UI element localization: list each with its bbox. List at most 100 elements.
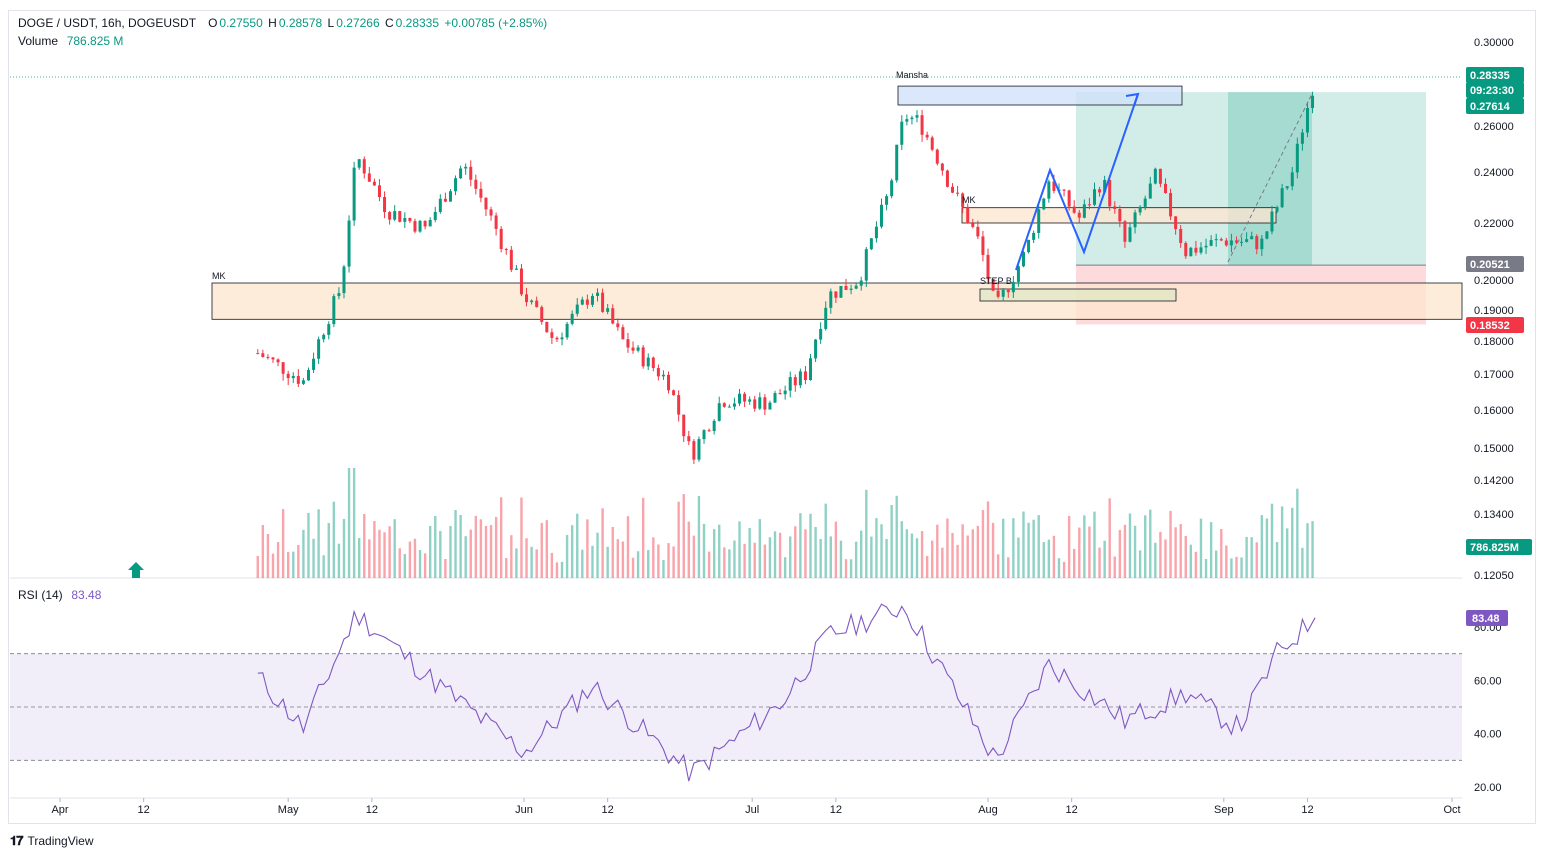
candle [651,356,655,372]
candle [697,436,701,462]
candle-body [1174,216,1178,230]
candle [677,390,681,422]
candle-body [1234,240,1238,243]
candle-body [656,368,660,377]
candle [1285,186,1289,191]
candle-body [672,390,676,396]
volume-bar [799,513,802,578]
high-value: 0.28578 [278,16,323,30]
candle-body [945,170,949,187]
candle-body [540,307,544,322]
candle-body [1280,188,1284,208]
rsi-header: RSI (14) 83.48 [18,588,103,602]
volume-value: 786.825 M [66,34,124,48]
volume-bar [1123,524,1127,578]
candle [1163,178,1167,194]
volume-bar [1291,507,1294,578]
candle-body [748,399,752,402]
tradingview-logo[interactable]: 𝟏𝟕 TradingView [10,833,94,849]
candle-body [915,115,919,118]
candle-body [1047,181,1051,199]
candle-body [494,215,498,229]
candle [1184,241,1188,259]
candle [636,345,640,353]
volume-bar [854,541,858,578]
volume-bar [383,532,386,578]
candle [626,332,630,353]
countdown-tag: 09:23:30 [1470,85,1514,97]
volume-bar [890,505,893,578]
volume-bar [1118,530,1122,578]
candle-body [616,323,620,328]
volume-bar [677,501,680,578]
candle [1199,242,1203,255]
candle [1290,166,1294,191]
volume-bar [1306,523,1309,578]
candle-body [1138,206,1142,213]
candle-body [1219,239,1223,241]
volume-bar [697,495,701,578]
volume-bar [266,534,270,578]
volume-bar [408,541,412,578]
volume-bar [636,551,640,578]
volume-bar [692,535,696,578]
candle-body [1077,212,1081,218]
candle [312,352,316,374]
candle [322,333,326,343]
candle [494,212,498,236]
candle [996,283,1000,299]
low-label: L [327,16,335,30]
candle [585,294,589,309]
candle [514,264,518,271]
candle [1148,176,1152,199]
volume-bar [1220,529,1223,578]
volume-header: Volume 786.825 M [18,34,125,48]
candle-body [560,337,564,340]
candle-body [783,390,787,395]
annotation-mansha: Mansha [896,70,928,80]
candle-body [276,359,280,363]
candle-body [803,371,807,381]
candle [570,310,574,326]
time-axis-tick: Jul [745,804,759,816]
volume-bar [261,525,265,578]
candle-body [692,441,696,460]
candle [976,220,980,240]
candle-body [1300,132,1304,144]
candle-body [1148,183,1152,199]
volume-bar [1027,522,1030,578]
volume-bar [976,525,980,578]
candle-body [1113,206,1117,209]
rsi-tag-bg [1466,610,1508,626]
volume-bar [920,531,924,578]
volume-bar [591,545,594,578]
candle [743,391,747,408]
price-axis-tick: 0.18000 [1474,336,1514,348]
volume-bar [1144,515,1147,578]
candle [793,374,797,392]
candle-body [697,439,701,460]
candle-body [1290,172,1294,187]
candle [940,162,944,176]
candle [1082,199,1086,219]
volume-bar [1285,528,1289,578]
volume-bar [773,531,777,578]
volume-bar [474,515,478,578]
price-axis-tick: 0.17000 [1474,369,1514,381]
annotation-step-b: STEP B [980,276,1012,286]
candle-body [1143,198,1147,207]
candle [1133,209,1137,234]
time-axis-tick: 12 [602,804,614,816]
volume-bar [956,544,959,578]
candle-body [682,414,686,437]
candle [362,156,366,179]
time-axis-tick: Sep [1214,804,1234,816]
candle-body [930,137,934,150]
candle-body [854,285,858,289]
rsi-tag: 83.48 [1472,613,1500,625]
candle-body [428,219,432,227]
candle [504,247,508,255]
candle-body [327,324,331,335]
volume-bar [398,548,401,578]
